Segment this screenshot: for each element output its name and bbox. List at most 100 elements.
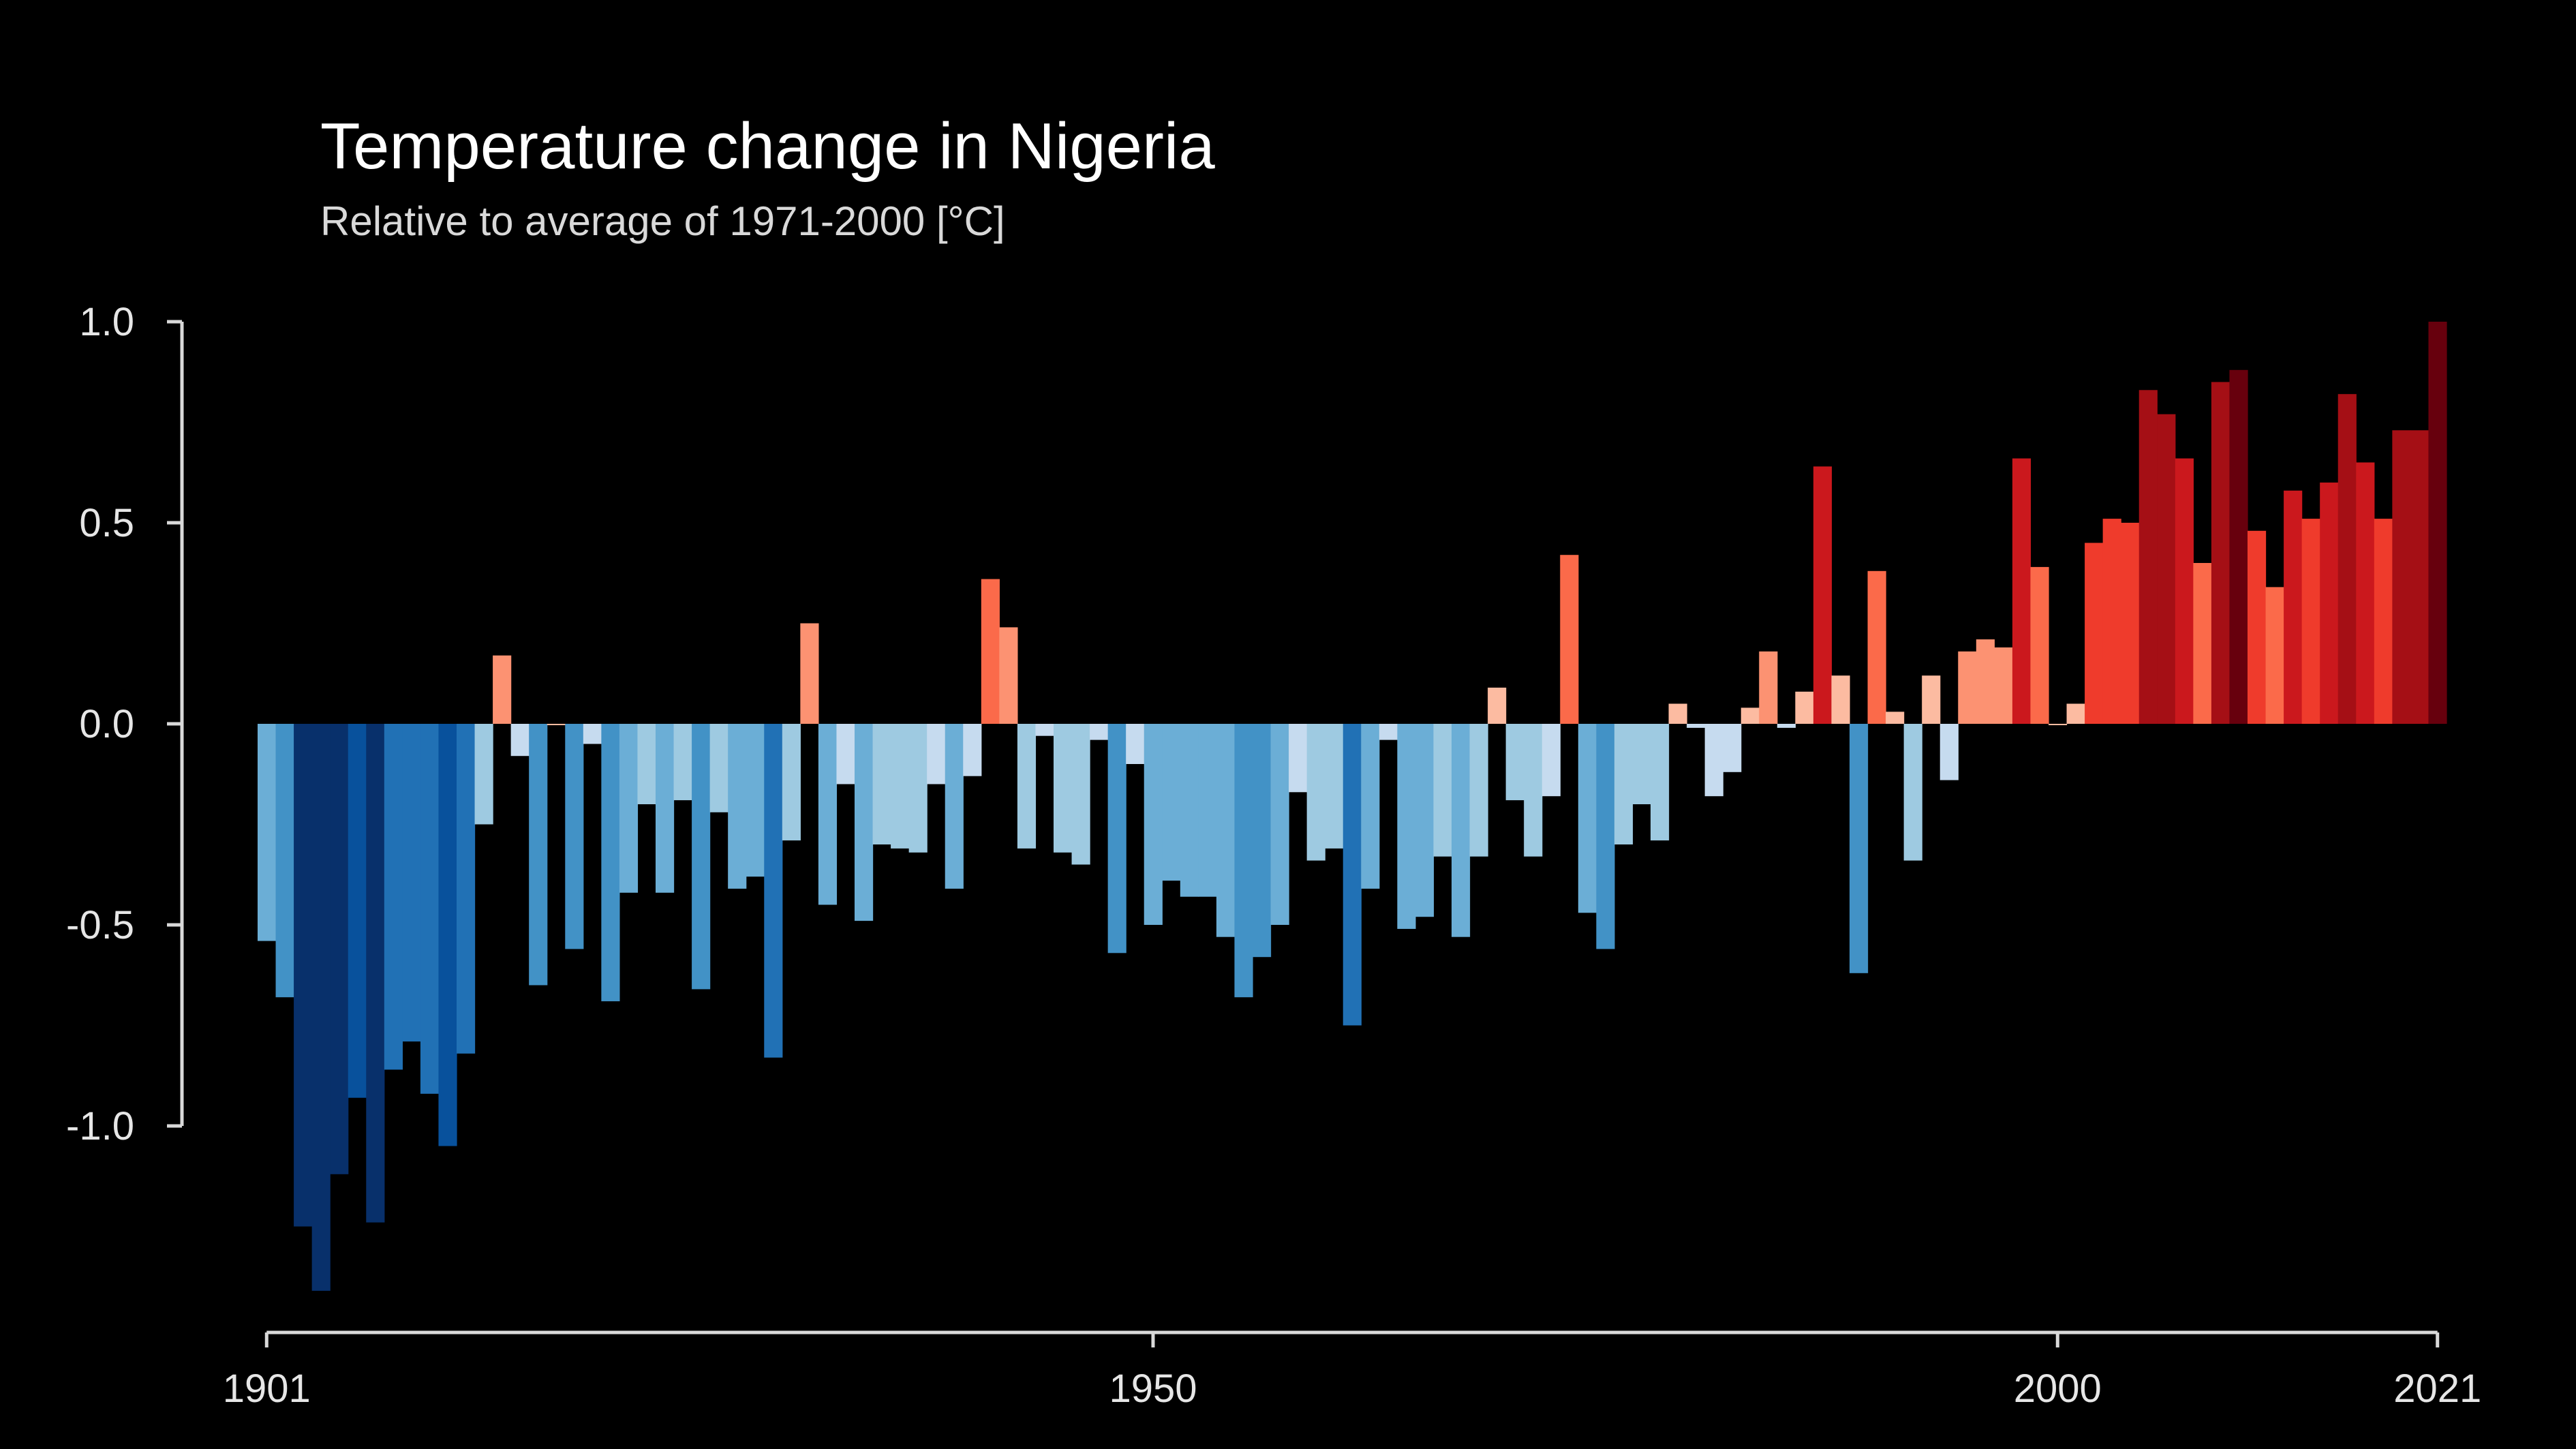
bar-1930 [782,724,801,841]
bar-1958 [1289,724,1308,793]
bar-1914 [493,655,512,724]
bar-1968 [1469,724,1488,857]
y-tick-label: 1.0 [79,300,134,344]
bar-1949 [1126,724,1145,764]
x-tick-label: 1901 [223,1367,311,1411]
bar-1972 [1542,724,1561,797]
chart-subtitle: Relative to average of 1971-2000 [°C] [320,198,1005,244]
bar-1921 [619,724,639,893]
bar-1944 [1035,724,1054,736]
bar-1995 [1958,651,1977,724]
bar-1905 [330,724,349,1174]
bar-1922 [637,724,656,804]
bar-1969 [1488,687,1507,724]
bar-1954 [1216,724,1236,937]
bar-2016 [2337,394,2357,724]
bar-1997 [1994,647,2013,724]
bar-1975 [1596,724,1615,949]
chart-title: Temperature change in Nigeria [320,110,1215,183]
bar-1957 [1270,724,1289,925]
bar-1926 [709,724,729,812]
bar-1915 [510,724,530,757]
y-tick-label: 0.0 [79,702,134,746]
bar-1931 [800,623,819,724]
x-tick-label: 2000 [2014,1367,2102,1411]
bar-1911 [438,724,457,1146]
bar-2009 [2211,382,2230,724]
x-tick-label: 1950 [1109,1367,1197,1411]
bar-1946 [1071,724,1090,865]
bar-1936 [891,724,910,849]
bar-1955 [1234,724,1253,998]
bar-1963 [1379,724,1398,740]
bar-1947 [1090,724,1109,740]
y-tick-label: -0.5 [66,903,134,947]
bar-1999 [2030,566,2049,724]
bar-1927 [728,724,747,889]
bar-1906 [348,724,367,1098]
bar-1901 [258,724,277,941]
bar-1941 [981,579,1000,724]
bar-1932 [818,724,838,905]
bar-1984 [1759,651,1778,724]
bar-1961 [1343,724,1362,1026]
bar-1996 [1976,639,1995,724]
bar-1960 [1325,724,1344,849]
bar-1989 [1850,724,1869,973]
bar-1988 [1831,675,1850,724]
bar-1959 [1306,724,1325,861]
bar-1925 [692,724,711,990]
bar-1917 [547,724,566,725]
bar-1952 [1180,724,1199,897]
bar-1983 [1741,707,1760,724]
bar-2021 [2428,322,2447,724]
bar-1937 [908,724,927,853]
bar-1979 [1668,703,1687,724]
bar-1964 [1397,724,1416,929]
bars-group [258,322,2447,1291]
bar-1904 [311,724,331,1291]
bar-1990 [1867,570,1886,724]
bar-1966 [1433,724,1452,857]
bar-1934 [855,724,874,921]
bar-1967 [1452,724,1471,937]
bar-1991 [1886,712,1905,724]
bar-2015 [2320,483,2339,724]
bar-1998 [2012,458,2031,724]
y-axis: 1.0 0.5 0.0 -0.5 -1.0 [66,300,184,1148]
bar-2006 [2157,414,2176,724]
bar-1950 [1144,724,1163,925]
bar-1908 [384,724,403,1070]
bar-1909 [402,724,421,1042]
bar-1981 [1704,724,1723,797]
bar-1985 [1777,724,1796,728]
bar-2003 [2102,519,2121,724]
bar-2001 [2066,703,2085,724]
bar-2014 [2301,519,2320,724]
bar-2013 [2284,490,2303,724]
bar-1994 [1939,724,1959,780]
bar-2018 [2374,519,2393,724]
bar-1953 [1198,724,1217,897]
bar-1942 [999,627,1018,724]
bar-1912 [457,724,476,1054]
y-tick-label: 0.5 [79,501,134,545]
bar-1916 [529,724,548,986]
bar-1933 [836,724,855,784]
bar-1920 [601,724,620,1002]
bar-1974 [1578,724,1597,913]
bar-2008 [2193,563,2212,724]
bar-1939 [945,724,964,889]
bar-1987 [1813,466,1833,724]
bar-1910 [420,724,440,1094]
bar-1913 [474,724,493,825]
bar-1965 [1415,724,1435,917]
bar-2004 [2121,523,2140,724]
bar-1978 [1651,724,1670,841]
bar-1986 [1795,691,1814,724]
bar-1970 [1505,724,1524,801]
bar-2017 [2356,462,2375,724]
bar-1971 [1524,724,1543,857]
